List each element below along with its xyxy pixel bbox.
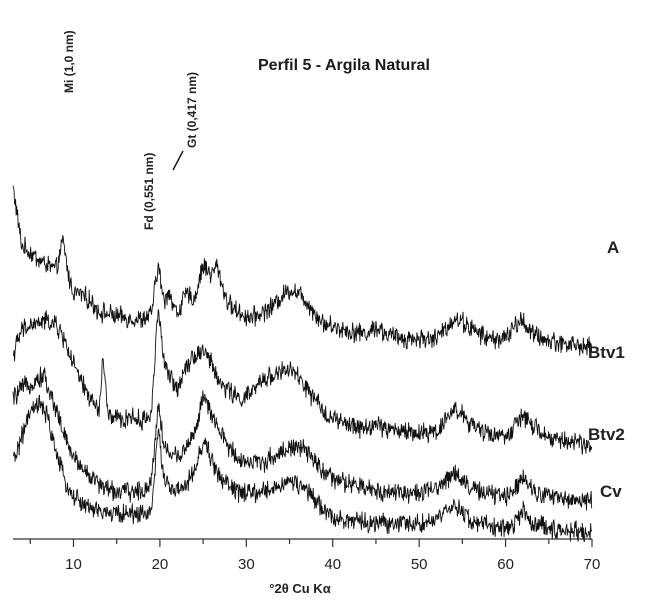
series-label-btv1: Btv1: [588, 343, 625, 362]
gt-annotation-pointer: [172, 150, 184, 171]
series-line-a: [12, 185, 593, 356]
series-labels: A Btv1 Btv2 Cv: [588, 238, 625, 501]
series-layer: [12, 185, 593, 542]
series-line-btv2: [12, 366, 593, 511]
x-tick-label: 40: [324, 556, 341, 573]
peak-annotation: Gt (0,417 nm): [185, 72, 199, 148]
series-line-btv1: [12, 309, 593, 455]
peak-annotation: Fd (0,551 nm): [142, 153, 156, 230]
x-tick-label: 30: [238, 556, 255, 573]
x-tick-label: 20: [152, 556, 169, 573]
x-tick-label: 70: [584, 556, 601, 573]
x-tick-label: 60: [497, 556, 514, 573]
chart-title: Perfil 5 - Argila Natural: [258, 57, 430, 74]
series-line-cv: [12, 394, 593, 542]
x-tick-label: 10: [65, 556, 82, 573]
x-ticks: 10 20 30 40 50 60 70: [29, 539, 601, 573]
x-tick-label: 50: [411, 556, 428, 573]
series-label-cv: Cv: [600, 482, 622, 501]
series-label-a: A: [607, 238, 619, 257]
peak-annotation: Mi (1,0 nm): [62, 30, 76, 93]
x-axis-label: °2θ Cu Kα: [269, 581, 330, 596]
series-label-btv2: Btv2: [588, 425, 625, 444]
annotation-layer: Mi (1,0 nm) Fd (0,551 nm) Gt (0,417 nm): [62, 30, 199, 230]
